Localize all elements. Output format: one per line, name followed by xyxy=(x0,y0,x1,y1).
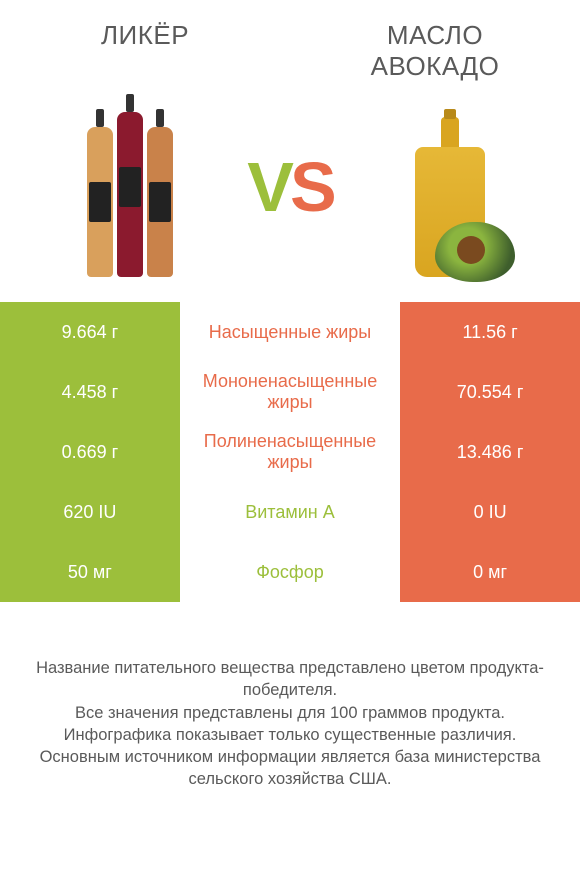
table-row: 9.664 гНасыщенные жиры11.56 г xyxy=(0,302,580,362)
right-product-image xyxy=(370,97,530,277)
left-product-image xyxy=(50,97,210,277)
table-row: 0.669 гПолиненасыщенные жиры13.486 г xyxy=(0,422,580,482)
right-value: 0 IU xyxy=(400,482,580,542)
left-value: 620 IU xyxy=(0,482,180,542)
left-value: 4.458 г xyxy=(0,362,180,422)
nutrient-label: Полиненасыщенные жиры xyxy=(180,422,400,482)
vs-s: S xyxy=(290,148,333,226)
nutrient-label: Витамин A xyxy=(180,482,400,542)
nutrient-label: Фосфор xyxy=(180,542,400,602)
footer-line: Название питательного вещества представл… xyxy=(28,657,552,702)
vs-v: V xyxy=(247,148,290,226)
right-value: 11.56 г xyxy=(400,302,580,362)
table-row: 50 мгФосфор0 мг xyxy=(0,542,580,602)
avocado-oil-icon xyxy=(415,147,485,277)
footer-line: Все значения представлены для 100 граммо… xyxy=(28,702,552,724)
footer-line: Инфографика показывает только существенн… xyxy=(28,724,552,746)
table-row: 4.458 гМононенасыщенные жиры70.554 г xyxy=(0,362,580,422)
nutrient-label: Насыщенные жиры xyxy=(180,302,400,362)
table-row: 620 IUВитамин A0 IU xyxy=(0,482,580,542)
vs-label: VS xyxy=(247,147,332,227)
liqueur-bottles-icon xyxy=(85,112,175,277)
footer-line: Основным источником информации является … xyxy=(28,746,552,791)
right-product-title: МАСЛО АВОКАДО xyxy=(335,20,535,82)
left-product-title: ЛИКЁР xyxy=(45,20,245,82)
right-value: 13.486 г xyxy=(400,422,580,482)
left-value: 50 мг xyxy=(0,542,180,602)
comparison-table: 9.664 гНасыщенные жиры11.56 г4.458 гМоно… xyxy=(0,302,580,602)
right-value: 0 мг xyxy=(400,542,580,602)
left-value: 0.669 г xyxy=(0,422,180,482)
product-images-row: VS xyxy=(0,92,580,302)
left-value: 9.664 г xyxy=(0,302,180,362)
header: ЛИКЁР МАСЛО АВОКАДО xyxy=(0,0,580,92)
right-value: 70.554 г xyxy=(400,362,580,422)
footer-notes: Название питательного вещества представл… xyxy=(0,602,580,791)
nutrient-label: Мононенасыщенные жиры xyxy=(180,362,400,422)
